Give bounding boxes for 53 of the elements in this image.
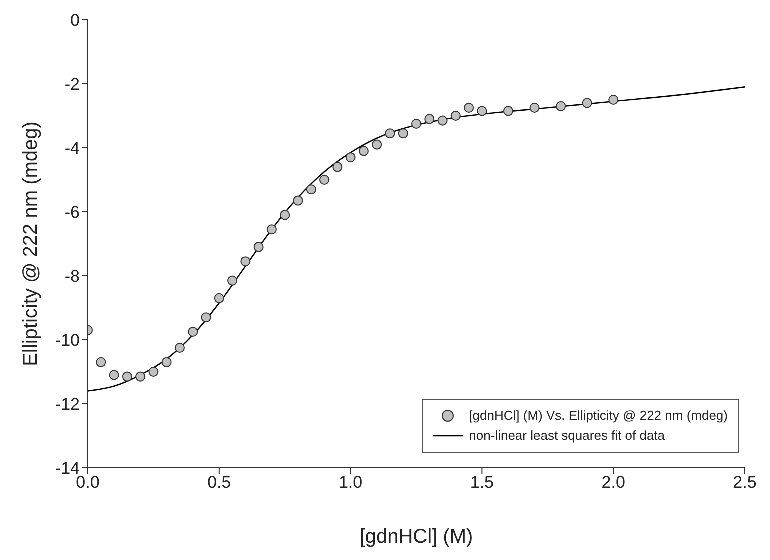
legend-label: non-linear least squares fit of data (469, 427, 666, 445)
x-tick-label: 2.5 (733, 473, 757, 492)
point (556, 101, 566, 112)
y-tick-label: 0 (70, 11, 80, 30)
point (136, 372, 146, 382)
x-tick-label: 0.5 (208, 473, 232, 492)
point (109, 370, 120, 380)
y-tick-label: -8 (64, 267, 80, 286)
x-tick-label: 2.0 (602, 473, 626, 492)
point (162, 357, 172, 368)
point (411, 118, 422, 130)
y-tick-label: -6 (64, 203, 80, 222)
point (358, 146, 369, 156)
point (372, 140, 382, 150)
point (188, 326, 198, 338)
point (503, 106, 514, 116)
point (424, 114, 435, 124)
point (96, 357, 106, 368)
x-axis-title: [gdnHCl] (M) (360, 526, 474, 548)
point (582, 98, 592, 108)
point (240, 256, 251, 267)
x-tick-label: 1.0 (338, 473, 363, 492)
y-axis-title: Ellipticity @ 222 nm (mdeg) (20, 122, 42, 366)
y-tick-label: -2 (64, 75, 80, 94)
y-tick-label: -10 (55, 331, 80, 350)
point (148, 366, 159, 378)
point (477, 106, 488, 116)
point (332, 162, 343, 172)
point (385, 128, 396, 139)
point (228, 276, 238, 286)
point (280, 210, 290, 220)
x-tick-label: 0.0 (76, 473, 100, 492)
y-tick-label: -12 (55, 395, 80, 414)
point (254, 242, 264, 252)
point (122, 372, 132, 382)
point (346, 152, 356, 163)
point (530, 102, 540, 114)
point (398, 128, 408, 139)
x-tick-label: 1.5 (470, 473, 494, 492)
point (306, 184, 316, 195)
point (608, 94, 619, 106)
line-series (88, 86, 745, 392)
point (320, 174, 330, 186)
point (438, 116, 448, 126)
y-tick-label: -4 (64, 139, 80, 158)
point (214, 293, 224, 304)
point (174, 342, 185, 354)
point (201, 312, 212, 323)
point (266, 224, 277, 235)
point (293, 196, 304, 206)
legend-label: [gdnHCl] (M) Vs. Ellipticity @ 222 nm (mdeg) (469, 407, 728, 425)
point (450, 110, 461, 122)
point (464, 102, 474, 114)
